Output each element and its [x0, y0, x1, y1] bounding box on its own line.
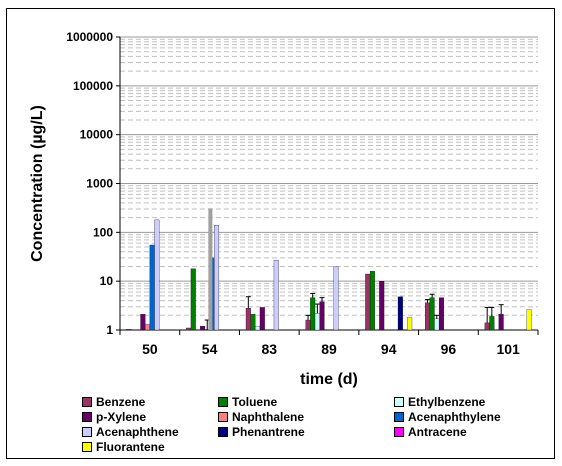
legend-item: Acenaphthylene	[394, 410, 501, 424]
bar	[140, 314, 146, 331]
chart-frame	[6, 8, 555, 459]
legend-label: Toluene	[232, 395, 278, 409]
legend-label: Acenaphthylene	[408, 410, 501, 424]
legend-label: Naphthalene	[232, 410, 305, 424]
x-axis-title: time (d)	[300, 371, 358, 388]
bar	[214, 225, 220, 331]
bar	[186, 327, 192, 331]
bar	[305, 319, 311, 331]
x-tick-label: 50	[142, 341, 158, 357]
bar	[365, 273, 371, 331]
bar	[273, 259, 279, 331]
bar	[154, 219, 160, 331]
legend-item: Phenantrene	[218, 425, 305, 439]
legend-label: Fluorantene	[96, 440, 165, 454]
legend-label: Benzene	[96, 395, 146, 409]
legend-item: Acenaphthene	[82, 425, 179, 439]
legend-label: Ethylbenzene	[408, 395, 486, 409]
bar	[489, 316, 495, 331]
legend-swatch	[82, 397, 92, 407]
bar	[484, 322, 490, 331]
legend-swatch	[394, 427, 404, 437]
y-tick-label: 10000	[80, 128, 114, 142]
legend-item: Benzene	[82, 395, 145, 409]
bar	[526, 309, 532, 331]
legend-label: p-Xylene	[96, 410, 147, 424]
bar	[200, 325, 206, 331]
legend-item: Toluene	[218, 395, 277, 409]
x-tick-label: 89	[321, 341, 337, 357]
bar	[369, 271, 375, 331]
bar	[429, 297, 435, 331]
bar	[259, 307, 265, 331]
bar	[250, 314, 256, 331]
bar	[145, 324, 151, 331]
bar	[424, 302, 430, 331]
legend-swatch	[218, 397, 228, 407]
bar	[407, 317, 413, 331]
bar	[149, 244, 155, 331]
bar	[434, 318, 440, 331]
legend-swatch	[218, 427, 228, 437]
y-tick-label: 10	[100, 274, 114, 288]
y-tick-label: 100	[93, 225, 113, 239]
x-tick-label: 96	[441, 341, 457, 357]
x-tick-label: 94	[381, 341, 397, 357]
legend-item: Fluorantene	[82, 440, 165, 454]
legend-swatch	[82, 412, 92, 422]
legend-swatch	[82, 427, 92, 437]
legend-swatch	[394, 412, 404, 422]
bar	[333, 266, 339, 331]
bar	[319, 301, 325, 331]
x-tick-label: 54	[202, 341, 218, 357]
bar	[379, 281, 385, 331]
y-tick-label: 100000	[73, 79, 113, 93]
bar	[397, 296, 403, 331]
legend-label: Phenantrene	[232, 425, 305, 439]
legend-swatch	[394, 397, 404, 407]
bar	[245, 308, 251, 331]
bar	[190, 268, 196, 331]
y-tick-label: 1	[106, 323, 113, 337]
bar	[126, 329, 132, 331]
legend-swatch	[82, 442, 92, 452]
bar	[498, 314, 504, 331]
legend-item: Ethylbenzene	[394, 395, 485, 409]
legend-swatch	[218, 412, 228, 422]
x-tick-label: 101	[496, 341, 520, 357]
bar	[255, 325, 261, 331]
bar	[314, 313, 320, 331]
legend-item: Naphthalene	[218, 410, 304, 424]
bar	[208, 208, 213, 330]
legend-label: Antracene	[408, 425, 467, 439]
y-axis-title: Concentration (µg/L)	[29, 105, 46, 262]
bar	[438, 297, 444, 331]
y-tick-label: 1000000	[66, 30, 113, 44]
y-tick-label: 1000	[86, 177, 113, 191]
bar	[310, 297, 316, 331]
legend-item: Antracene	[394, 425, 467, 439]
legend-label: Acenaphthene	[96, 425, 179, 439]
legend-item: p-Xylene	[82, 410, 146, 424]
x-tick-label: 83	[261, 341, 277, 357]
